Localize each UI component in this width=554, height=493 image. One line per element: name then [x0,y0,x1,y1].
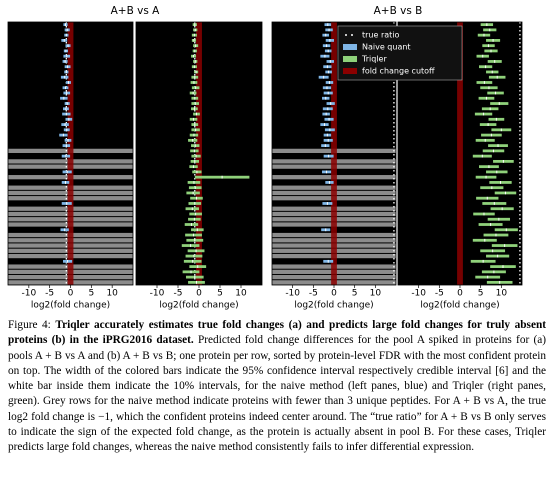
x-tick-label: 10 [496,289,508,299]
caption-label: Figure 4: [8,319,51,331]
x-axis-label: log2(fold change) [420,301,499,311]
legend-swatch [343,56,357,62]
x-tick-label: 10 [106,289,118,299]
legend-label: true ratio [362,31,400,40]
x-tick-label: 0 [196,289,202,299]
group-title: A+B vs B [374,5,423,17]
x-tick-label: -5 [45,289,54,299]
group-title: A+B vs A [111,5,161,17]
panel [8,22,133,285]
figure: -10 -5 0 5 10 log2(fold change) A+B vs A -10 -5 0… [7,5,523,311]
panel [457,22,521,285]
legend-swatch [343,44,357,50]
x-tick-label: 0 [68,289,74,299]
caption-text: Predicted fold change differences for th… [8,334,547,454]
legend-marker [351,34,353,36]
cutoff-band [457,22,463,285]
x-tick-label: -10 [411,289,426,299]
cutoff-band [67,22,74,285]
legend-box [337,25,463,81]
x-tick-label: 5 [88,289,94,299]
x-axis-label: log2(fold change) [294,301,373,311]
legend-label: fold change cutoff [362,67,435,76]
caption-bold: Triqler accurately estimates true fold c… [8,319,547,347]
legend-swatch [343,68,357,74]
x-tick-label: -10 [150,289,165,299]
x-tick-label: 5 [478,289,484,299]
legend-label: Naive quant [362,43,411,52]
x-tick-label: -5 [435,289,444,299]
x-axis-label: log2(fold change) [159,301,238,311]
legend-label: Triqler [361,55,387,64]
x-tick-label: -10 [285,289,300,299]
x-tick-label: 5 [352,289,358,299]
cutoff-band [196,22,202,285]
x-tick-label: 5 [217,289,223,299]
x-tick-label: -5 [174,289,183,299]
x-tick-label: -10 [21,289,36,299]
x-axis-label: log2(fold change) [31,301,110,311]
caption: Figure 4: Triqler accurately estimates t… [8,318,546,456]
x-tick-label: 10 [370,289,382,299]
panel [181,22,250,285]
cutoff-band [331,22,337,285]
x-tick-label: -5 [309,289,318,299]
x-tick-label: 10 [235,289,247,299]
legend-marker [345,34,347,36]
x-tick-label: 0 [331,289,337,299]
x-tick-label: 0 [457,289,463,299]
panel [272,22,396,285]
